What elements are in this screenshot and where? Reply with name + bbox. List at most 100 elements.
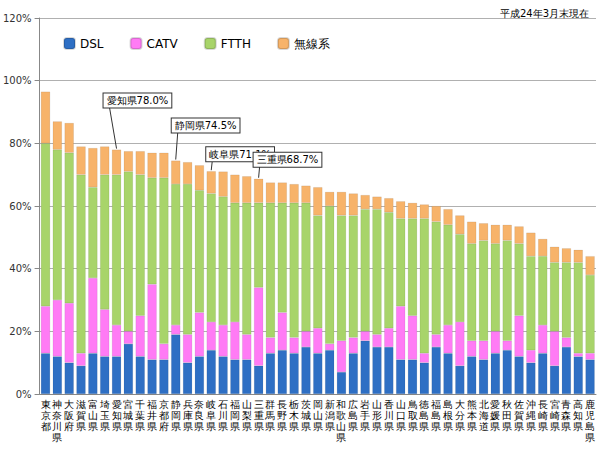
svg-text:山: 山	[396, 399, 406, 410]
svg-text:三重県68.7%: 三重県68.7%	[257, 154, 319, 165]
svg-text:川: 川	[384, 410, 394, 421]
svg-text:県: 県	[147, 421, 157, 432]
svg-text:CATV: CATV	[147, 37, 179, 51]
svg-text:県: 県	[277, 421, 287, 432]
svg-text:青: 青	[561, 399, 571, 410]
svg-text:県: 県	[348, 421, 358, 432]
svg-text:山: 山	[242, 399, 252, 410]
svg-text:手: 手	[360, 410, 370, 421]
svg-text:岡: 岡	[313, 399, 323, 410]
svg-text:山: 山	[88, 410, 98, 421]
svg-text:潟: 潟	[325, 410, 335, 421]
svg-text:DSL: DSL	[80, 37, 104, 51]
svg-text:井: 井	[147, 410, 157, 421]
svg-text:川: 川	[218, 410, 228, 421]
svg-text:石: 石	[218, 399, 228, 410]
svg-text:都: 都	[159, 410, 169, 421]
svg-text:大: 大	[64, 399, 74, 410]
svg-text:田: 田	[502, 410, 512, 421]
svg-text:群: 群	[265, 399, 275, 410]
svg-text:媛: 媛	[490, 410, 500, 421]
svg-text:熊: 熊	[467, 399, 477, 410]
svg-text:0%: 0%	[16, 389, 32, 400]
svg-text:玉: 玉	[100, 410, 110, 421]
svg-text:長: 長	[277, 399, 287, 410]
svg-text:府: 府	[64, 421, 74, 432]
svg-text:県: 県	[194, 421, 204, 432]
svg-text:県: 県	[585, 432, 595, 443]
svg-text:奈: 奈	[194, 399, 204, 410]
svg-text:根: 根	[443, 410, 453, 421]
svg-text:賀: 賀	[514, 410, 524, 421]
svg-text:都: 都	[41, 421, 51, 432]
svg-text:縄: 縄	[525, 410, 536, 421]
svg-text:佐: 佐	[514, 399, 524, 410]
svg-text:県: 県	[561, 421, 571, 432]
svg-text:富: 富	[88, 399, 98, 410]
svg-text:県: 県	[408, 421, 418, 432]
svg-text:鹿: 鹿	[585, 399, 595, 410]
svg-text:城: 城	[300, 410, 311, 421]
svg-text:新: 新	[325, 399, 335, 410]
svg-text:分: 分	[455, 410, 465, 421]
svg-text:賀: 賀	[76, 410, 86, 421]
svg-text:木: 木	[289, 410, 299, 421]
svg-text:島: 島	[585, 421, 595, 432]
svg-text:県: 県	[123, 421, 133, 432]
svg-text:宮: 宮	[123, 399, 133, 410]
svg-text:栃: 栃	[289, 399, 299, 410]
svg-text:道: 道	[479, 421, 489, 432]
svg-text:兵: 兵	[183, 399, 193, 410]
svg-text:埼: 埼	[99, 399, 110, 410]
svg-text:茨: 茨	[301, 399, 311, 410]
svg-text:福: 福	[147, 399, 157, 410]
svg-text:千: 千	[135, 399, 145, 410]
svg-text:県: 県	[254, 421, 264, 432]
svg-text:東: 東	[41, 399, 51, 410]
svg-text:県: 県	[230, 421, 240, 432]
svg-text:阜: 阜	[206, 410, 216, 421]
svg-text:島: 島	[419, 410, 429, 421]
svg-text:愛知県78.0%: 愛知県78.0%	[107, 95, 169, 106]
svg-text:岐: 岐	[206, 399, 216, 410]
svg-text:歌: 歌	[336, 410, 346, 421]
svg-text:香: 香	[384, 399, 394, 410]
svg-text:阪: 阪	[64, 410, 74, 421]
svg-text:県: 県	[218, 421, 228, 432]
svg-text:北: 北	[479, 399, 489, 410]
svg-text:広: 広	[348, 399, 358, 410]
svg-text:奈: 奈	[52, 410, 62, 421]
svg-text:愛: 愛	[112, 399, 122, 410]
svg-text:県: 県	[514, 421, 524, 432]
svg-text:県: 県	[490, 421, 500, 432]
svg-text:山: 山	[336, 421, 346, 432]
svg-text:重: 重	[254, 410, 264, 421]
svg-text:徳: 徳	[419, 399, 429, 410]
svg-text:府: 府	[159, 421, 169, 432]
svg-text:川: 川	[52, 421, 62, 432]
svg-text:県: 県	[88, 421, 98, 432]
svg-text:島: 島	[431, 410, 441, 421]
svg-text:県: 県	[325, 421, 335, 432]
svg-text:和: 和	[336, 399, 346, 410]
svg-text:長: 長	[538, 399, 548, 410]
svg-text:知: 知	[112, 410, 122, 421]
svg-text:20%: 20%	[9, 326, 31, 337]
svg-text:県: 県	[76, 421, 86, 432]
svg-text:福: 福	[431, 399, 441, 410]
svg-text:静: 静	[171, 399, 181, 410]
svg-text:県: 県	[573, 421, 583, 432]
svg-text:県: 県	[502, 421, 512, 432]
svg-text:岩: 岩	[360, 399, 370, 410]
svg-text:40%: 40%	[9, 263, 31, 274]
svg-text:県: 県	[112, 421, 122, 432]
svg-text:県: 県	[396, 421, 406, 432]
svg-text:神: 神	[52, 399, 62, 410]
svg-text:山: 山	[372, 399, 382, 410]
svg-text:県: 県	[336, 432, 346, 443]
svg-text:高: 高	[573, 399, 583, 410]
svg-text:県: 県	[242, 421, 252, 432]
svg-text:島: 島	[348, 410, 358, 421]
svg-text:崎: 崎	[538, 410, 548, 421]
svg-text:本: 本	[467, 410, 477, 421]
